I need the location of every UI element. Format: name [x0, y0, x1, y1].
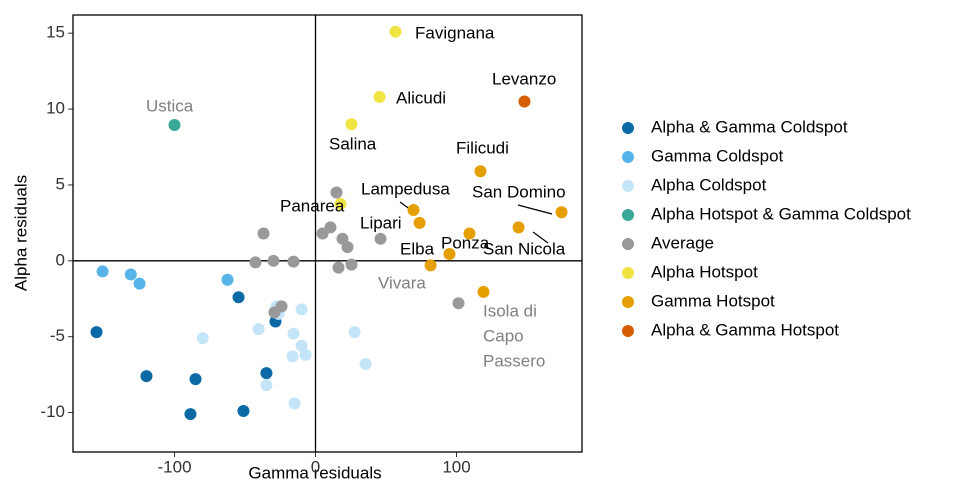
point: [267, 254, 280, 267]
legend-label: Average: [651, 233, 714, 252]
plot-frame: [72, 14, 583, 453]
point: [330, 186, 343, 199]
y-axis-title: Alpha residuals: [11, 175, 30, 291]
point: [341, 241, 354, 254]
point: [189, 373, 202, 386]
y-tick-label: -5: [50, 326, 65, 345]
point: [184, 408, 197, 421]
point: [348, 326, 361, 339]
point: [474, 165, 487, 178]
point: [252, 323, 265, 336]
point: [316, 227, 329, 240]
x-axis-title: Gamma residuals: [248, 463, 381, 482]
point-label: Passero: [483, 351, 545, 370]
x-tick-label: 100: [442, 457, 470, 476]
point-label: Capo: [483, 326, 524, 345]
point: [407, 203, 420, 216]
legend-label: Gamma Hotspot: [651, 291, 775, 310]
point-label: Lipari: [360, 213, 402, 232]
point-label: Isola di: [483, 301, 537, 320]
point: [345, 118, 358, 131]
point: [286, 350, 299, 363]
point: [287, 327, 300, 340]
y-tick-label: 5: [56, 174, 65, 193]
point: [359, 357, 372, 370]
point: [424, 259, 437, 272]
point-label: San Nicola: [483, 239, 566, 258]
point: [295, 303, 308, 316]
point-label: Panarea: [280, 196, 345, 215]
point: [413, 216, 426, 229]
point-label: Levanzo: [492, 69, 556, 88]
point: [168, 119, 181, 132]
point: [512, 221, 525, 234]
legend-label: Alpha & Gamma Hotspot: [651, 320, 839, 339]
y-tick-label: 0: [56, 250, 65, 269]
point: [334, 197, 347, 210]
point: [96, 265, 109, 278]
legend-label: Alpha Hotspot & Gamma Coldspot: [651, 204, 911, 223]
legend-marker: [622, 180, 634, 192]
legend-marker: [622, 296, 634, 308]
point: [133, 277, 146, 290]
legend-label: Gamma Coldspot: [651, 146, 784, 165]
x-tick-label: -100: [158, 457, 192, 476]
point: [140, 370, 153, 383]
y-tick-label: 10: [46, 99, 65, 118]
point-label: Ustica: [146, 96, 194, 115]
point-label: Favignana: [415, 23, 495, 42]
point: [345, 258, 358, 271]
point: [295, 339, 308, 352]
point: [555, 206, 568, 219]
y-tick-label: -10: [40, 402, 65, 421]
legend-label: Alpha & Gamma Coldspot: [651, 117, 848, 136]
point-label: San Domino: [472, 182, 566, 201]
y-tick-label: 15: [46, 23, 65, 42]
point: [249, 256, 262, 269]
point: [124, 268, 137, 281]
point: [518, 95, 531, 108]
legend-marker: [622, 151, 634, 163]
point: [463, 227, 476, 240]
point: [452, 297, 465, 310]
point-label: Ponza: [441, 233, 490, 252]
point: [374, 232, 387, 245]
point-label: Salina: [329, 134, 377, 153]
point-label: Lampedusa: [361, 179, 450, 198]
point: [443, 247, 456, 260]
point: [299, 348, 312, 361]
point: [268, 306, 281, 319]
legend-marker: [622, 209, 634, 221]
point-label: Filicudi: [456, 138, 509, 157]
legend-marker: [622, 238, 634, 250]
point: [257, 227, 270, 240]
point: [90, 326, 103, 339]
leader-line: [517, 204, 553, 215]
leader-line: [532, 231, 549, 244]
point: [332, 261, 345, 274]
legend-marker: [622, 325, 634, 337]
point: [260, 367, 273, 380]
legend-label: Alpha Coldspot: [651, 175, 767, 194]
point-label: Elba: [400, 239, 435, 258]
legend-marker: [622, 122, 634, 134]
point: [287, 255, 300, 268]
point: [221, 273, 234, 286]
legend-label: Alpha Hotspot: [651, 262, 758, 281]
point-label: Alicudi: [396, 88, 446, 107]
point-label: Vivara: [378, 273, 426, 292]
point: [260, 379, 273, 392]
point: [196, 332, 209, 345]
point: [288, 397, 301, 410]
point: [477, 285, 490, 298]
point: [232, 291, 245, 304]
point: [237, 405, 250, 418]
legend-marker: [622, 267, 634, 279]
x-tick-label: 0: [311, 457, 320, 476]
point: [389, 25, 402, 38]
point: [373, 90, 386, 103]
